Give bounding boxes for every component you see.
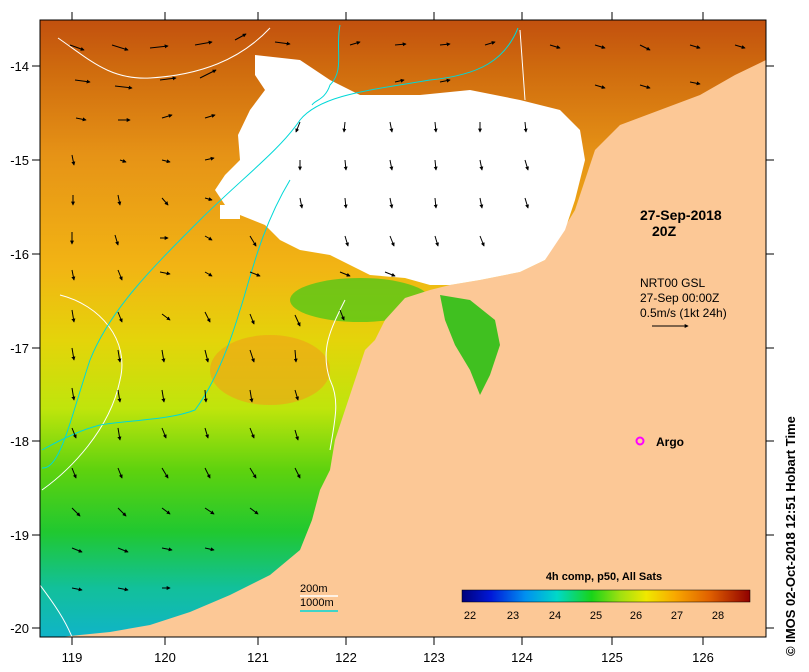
argo-label: Argo xyxy=(656,435,684,449)
image-time: 20Z xyxy=(652,223,677,239)
bathy-200-contour xyxy=(57,27,271,79)
colorbar xyxy=(461,589,751,603)
bathy-200-contour xyxy=(41,294,123,491)
colorbar-tick: 25 xyxy=(590,610,602,622)
colorbar-tick: 24 xyxy=(549,610,561,622)
lat-tick-label: -15 xyxy=(10,153,29,168)
bathy-1000-contour xyxy=(311,24,341,106)
colorbar-tick: 27 xyxy=(671,610,683,622)
cloud-patch xyxy=(300,85,340,105)
colorbar-tick: 23 xyxy=(507,610,519,622)
bathy-200-contour xyxy=(519,29,526,101)
lat-tick-label: -16 xyxy=(10,247,29,262)
bathy-200-label: 200m xyxy=(300,583,328,595)
lat-tick-label: -14 xyxy=(10,59,29,74)
lon-tick-label: 119 xyxy=(62,650,83,665)
axis-ticks xyxy=(32,12,774,645)
lon-tick-label: 122 xyxy=(335,650,357,665)
colorbar-tick: 28 xyxy=(712,610,724,622)
current-time: 27-Sep 00:00Z xyxy=(640,291,719,305)
colorbar-tick: 22 xyxy=(464,610,476,622)
lon-tick-label: 120 xyxy=(154,650,176,665)
map-border xyxy=(39,19,767,638)
bathy-1000-contour xyxy=(41,27,519,469)
caption-text: IMOS 02-Oct-2018 12:51 Hobart Time xyxy=(783,416,798,643)
lon-tick-label: 126 xyxy=(692,650,714,665)
image-date: 27-Sep-2018 xyxy=(640,207,722,223)
lon-tick-label: 124 xyxy=(511,650,533,665)
current-source: NRT00 GSL xyxy=(640,276,705,290)
argo-marker xyxy=(635,436,645,446)
colorbar-title: 4h comp, p50, All Sats xyxy=(546,571,662,583)
colorbar-tick: 26 xyxy=(630,610,642,622)
warm-patch xyxy=(210,335,330,405)
current-scale: 0.5m/s (1kt 24h) xyxy=(640,306,727,320)
lat-tick-label: -17 xyxy=(10,341,29,356)
bathy-200-contour xyxy=(40,584,73,637)
lon-tick-label: 123 xyxy=(423,650,445,665)
current-vectors xyxy=(69,33,746,592)
peninsula xyxy=(440,295,500,395)
lat-tick-label: -19 xyxy=(10,528,29,543)
lat-tick-label: -18 xyxy=(10,434,29,449)
lon-tick-label: 125 xyxy=(601,650,623,665)
lon-tick-label: 121 xyxy=(247,650,269,665)
cloud-patch xyxy=(220,205,240,219)
bathy-1000-contour xyxy=(41,179,291,451)
imos-caption: © IMOS 02-Oct-2018 12:51 Hobart Time xyxy=(783,416,798,656)
bathy-200-contour xyxy=(325,299,346,451)
copyright-symbol: © xyxy=(783,646,798,656)
bathy-1000-label: 1000m xyxy=(300,597,334,609)
land-mass xyxy=(40,60,766,637)
lat-tick-label: -20 xyxy=(10,621,29,636)
